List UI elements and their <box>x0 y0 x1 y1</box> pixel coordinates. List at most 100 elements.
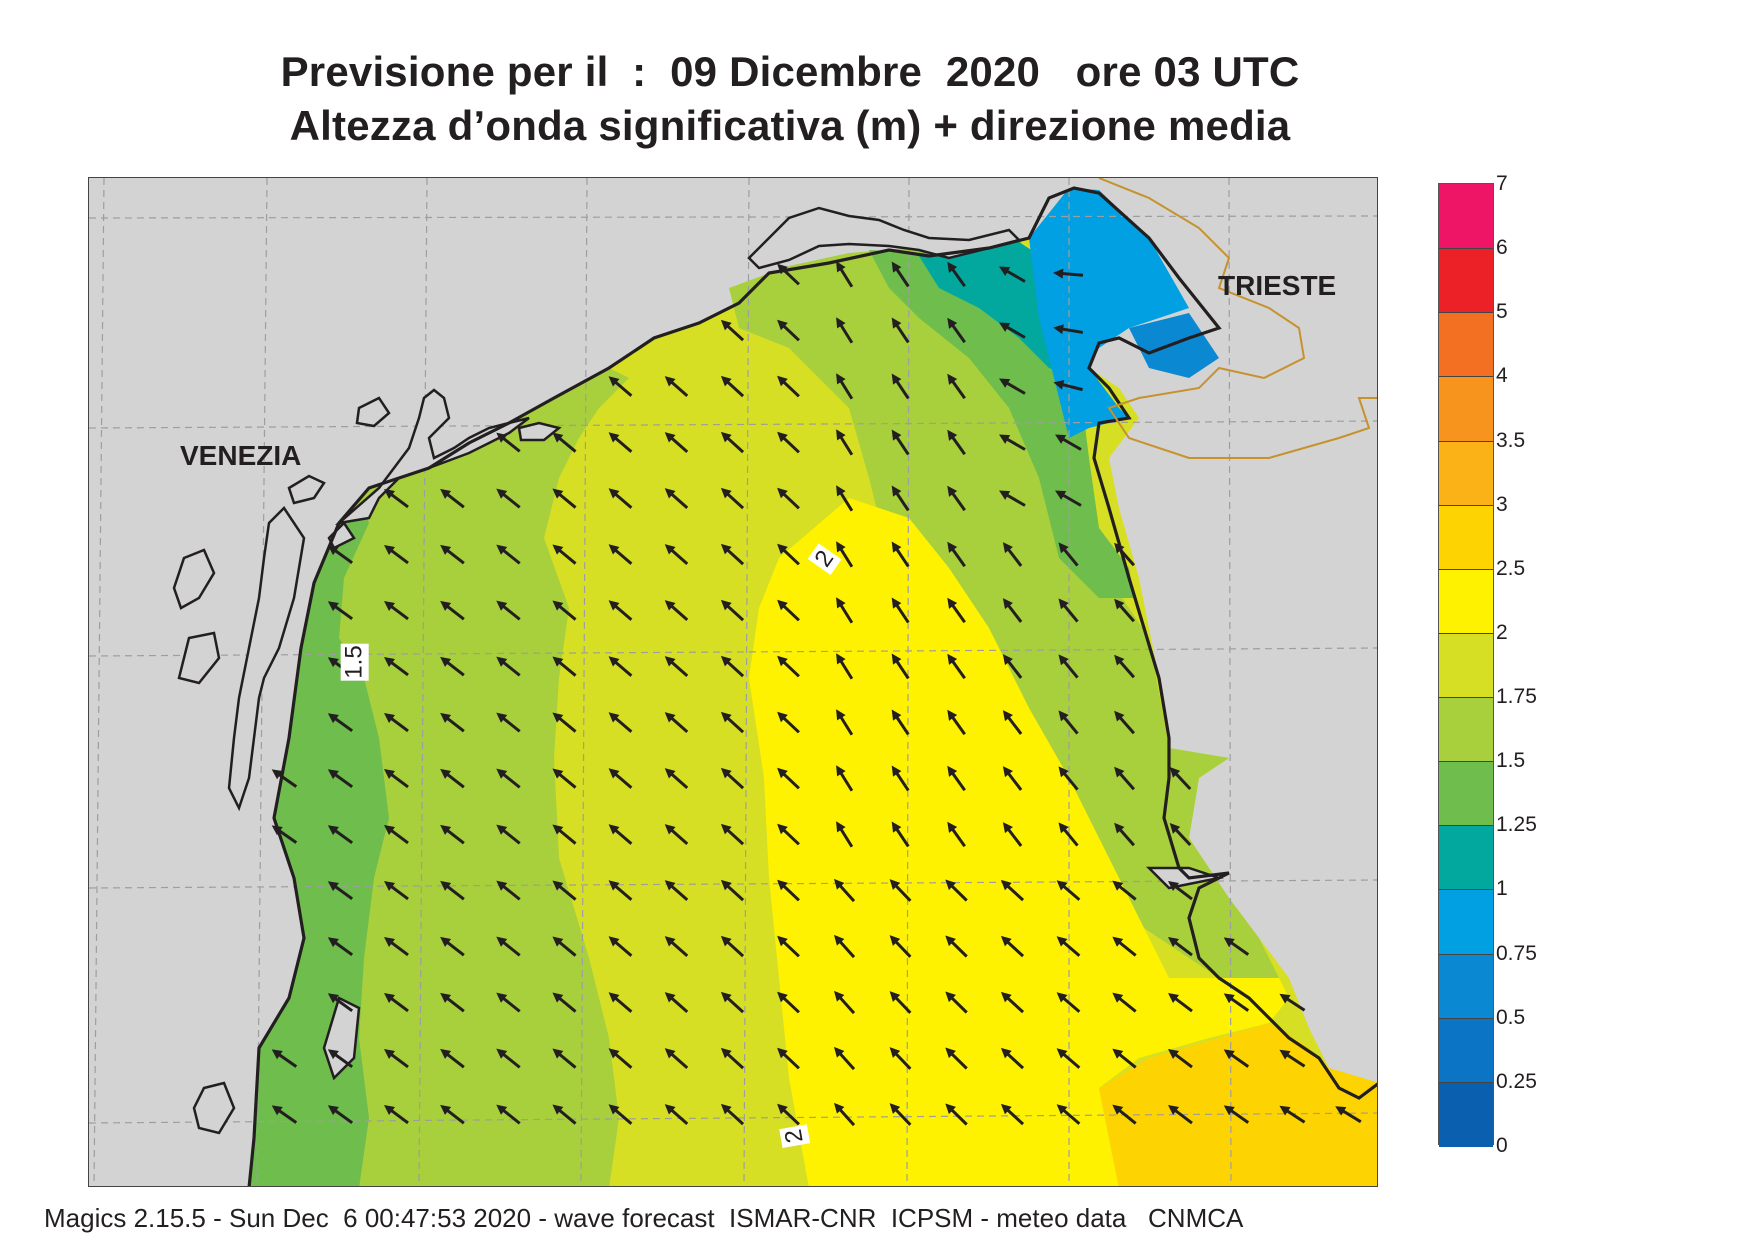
direction-arrow <box>1002 766 1023 791</box>
direction-arrow <box>720 879 745 902</box>
direction-arrow <box>777 1047 800 1070</box>
direction-arrow <box>836 373 854 400</box>
direction-arrow <box>1000 879 1025 902</box>
direction-arrow <box>440 488 465 509</box>
direction-arrow <box>1168 1104 1193 1125</box>
direction-arrow <box>664 1104 689 1126</box>
legend-label: 0.5 <box>1496 1005 1526 1029</box>
direction-arrow <box>383 1105 409 1125</box>
direction-arrow <box>1112 880 1137 901</box>
direction-arrow <box>720 655 745 678</box>
direction-arrow <box>836 765 854 792</box>
direction-arrow <box>1279 993 1306 1012</box>
direction-arrow <box>777 319 800 342</box>
direction-arrow <box>664 432 689 454</box>
direction-arrow <box>664 768 689 790</box>
direction-arrow <box>608 544 633 565</box>
direction-arrow <box>327 601 354 621</box>
direction-arrow <box>552 824 577 845</box>
direction-arrow <box>1223 937 1250 956</box>
direction-arrow <box>496 600 521 621</box>
legend-label: 0.25 <box>1496 1069 1537 1093</box>
direction-arrow <box>947 821 966 848</box>
legend-label: 6 <box>1496 236 1508 260</box>
direction-arrow <box>383 489 409 509</box>
direction-arrow <box>777 431 800 454</box>
direction-arrow <box>1056 1104 1081 1125</box>
direction-arrow <box>1002 542 1023 567</box>
direction-arrow <box>720 599 745 622</box>
direction-arrow <box>1000 1047 1025 1070</box>
direction-arrow <box>999 322 1026 339</box>
legend-swatch <box>1439 889 1493 956</box>
legend-swatch <box>1439 376 1493 443</box>
legend-label: 0.75 <box>1496 941 1537 965</box>
direction-arrow <box>999 378 1026 395</box>
legend-swatch <box>1439 825 1493 891</box>
direction-arrow <box>947 653 966 680</box>
direction-arrow <box>1053 268 1084 279</box>
direction-arrow <box>1223 993 1250 1012</box>
direction-arrow <box>889 991 912 1014</box>
direction-arrow <box>552 1104 577 1125</box>
direction-arrow <box>1114 654 1136 679</box>
direction-arrow <box>777 599 800 622</box>
direction-arrow <box>496 992 521 1013</box>
direction-arrow <box>720 375 745 398</box>
direction-arrow <box>720 823 745 846</box>
direction-arrow <box>720 1103 745 1126</box>
direction-arrow <box>891 821 910 848</box>
direction-arrow <box>496 432 521 453</box>
direction-arrow <box>1058 598 1079 623</box>
contour-label-1.5: 1.5 <box>340 643 369 681</box>
direction-arrow <box>999 266 1026 283</box>
direction-arrow <box>1168 1048 1193 1069</box>
direction-arrow <box>1169 767 1192 790</box>
direction-arrow <box>664 880 689 902</box>
direction-arrow <box>1002 654 1023 679</box>
direction-arrow <box>777 823 800 846</box>
direction-arrow <box>1114 598 1136 623</box>
direction-arrow <box>836 261 854 288</box>
direction-arrow <box>945 879 968 902</box>
direction-arrow <box>836 597 854 624</box>
direction-arrow <box>271 1049 298 1068</box>
direction-arrow <box>608 1048 633 1069</box>
direction-arrow <box>440 712 465 733</box>
direction-arrow <box>777 767 800 790</box>
direction-arrow <box>836 821 854 848</box>
direction-arrow <box>440 656 465 677</box>
direction-arrow <box>833 1102 856 1127</box>
direction-arrow <box>891 317 910 344</box>
direction-arrow <box>608 376 633 397</box>
legend-swatch <box>1439 568 1493 635</box>
direction-arrow <box>777 879 800 902</box>
direction-arrow <box>383 545 409 565</box>
direction-arrow <box>891 261 910 288</box>
direction-arrow <box>891 709 910 736</box>
direction-arrows <box>271 261 1362 1127</box>
legend-swatch <box>1439 697 1493 763</box>
direction-arrow <box>1056 1048 1081 1069</box>
direction-arrow <box>664 992 689 1014</box>
direction-arrow <box>945 935 968 958</box>
legend-swatch <box>1439 184 1493 249</box>
direction-arrow <box>945 1103 968 1126</box>
direction-arrow <box>1223 1049 1250 1068</box>
wave-height-map <box>88 177 1378 1187</box>
direction-arrow <box>1002 710 1023 735</box>
coastline <box>247 186 1377 1186</box>
direction-arrow <box>327 545 354 565</box>
direction-arrow <box>720 543 745 566</box>
direction-arrow <box>1114 710 1136 735</box>
direction-arrow <box>947 709 966 736</box>
direction-arrow <box>836 709 854 736</box>
legend-label: 2 <box>1496 620 1508 644</box>
direction-arrow <box>999 434 1026 451</box>
legend-swatch <box>1439 632 1493 699</box>
direction-arrow <box>1335 1106 1362 1124</box>
direction-arrow <box>440 544 465 565</box>
legend-label: 3.5 <box>1496 428 1526 452</box>
direction-arrow <box>891 373 910 400</box>
legend-swatch <box>1439 1081 1493 1148</box>
